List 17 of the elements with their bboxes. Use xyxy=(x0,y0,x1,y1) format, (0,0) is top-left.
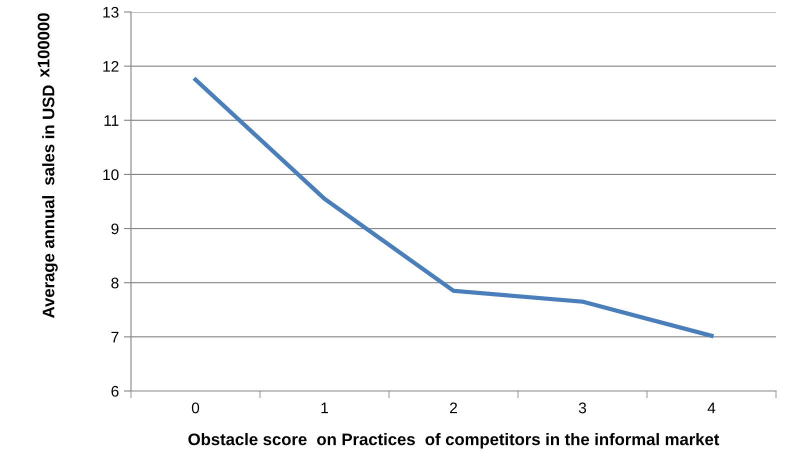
y-tick-label: 6 xyxy=(111,386,119,397)
y-tick-label: 10 xyxy=(103,169,119,180)
x-tick-label: 3 xyxy=(578,402,586,414)
x-axis-title: Obstacle score on Practices of competitors in the informal market xyxy=(188,433,720,449)
y-tick-label: 11 xyxy=(104,115,118,126)
y-tick-label: 8 xyxy=(111,278,119,288)
y-tick-label: 13 xyxy=(103,6,119,18)
text: x100000 xyxy=(38,13,50,78)
x-tick-label: 1 xyxy=(321,402,328,414)
x-tick-label: 4 xyxy=(708,402,716,414)
y-tick-label: 7 xyxy=(111,332,118,342)
y-tick-label: 12 xyxy=(103,61,118,72)
y-axis-title: Average annual sales in USD xyxy=(42,85,58,318)
y-tick-label: 9 xyxy=(111,223,118,234)
x-tick-label: 0 xyxy=(192,402,200,414)
line-series xyxy=(193,78,714,338)
x-tick-label: 2 xyxy=(450,402,457,414)
